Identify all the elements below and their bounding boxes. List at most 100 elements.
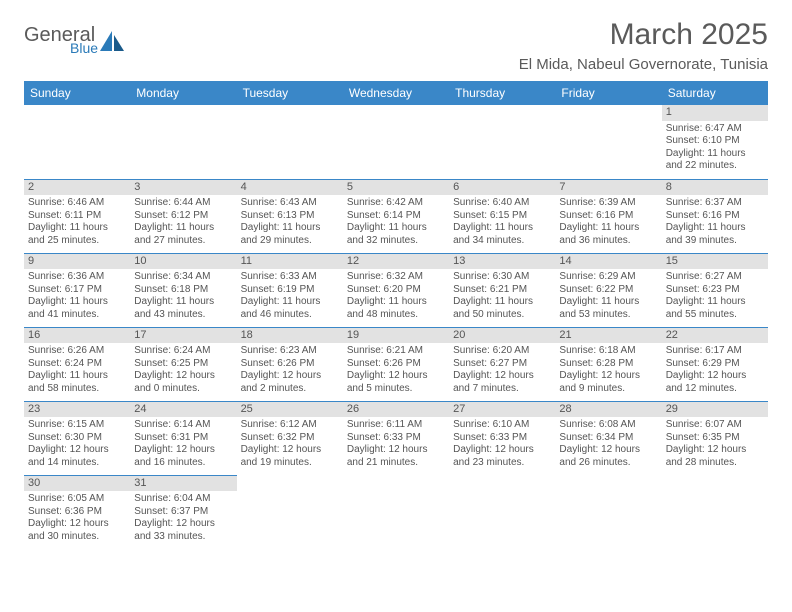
sunrise-text: Sunrise: 6:24 AM (134, 345, 232, 358)
daylight-text: Daylight: 12 hours and 30 minutes. (28, 518, 126, 543)
sunset-text: Sunset: 6:24 PM (28, 358, 126, 371)
day-number: 21 (555, 328, 661, 344)
sunset-text: Sunset: 6:15 PM (453, 210, 551, 223)
day-number: 19 (343, 328, 449, 344)
daylight-text: Daylight: 12 hours and 28 minutes. (666, 444, 764, 469)
sunset-text: Sunset: 6:33 PM (453, 432, 551, 445)
daylight-text: Daylight: 11 hours and 43 minutes. (134, 296, 232, 321)
daylight-text: Daylight: 11 hours and 58 minutes. (28, 370, 126, 395)
daylight-text: Daylight: 11 hours and 41 minutes. (28, 296, 126, 321)
day-number: 17 (130, 328, 236, 344)
sunrise-text: Sunrise: 6:18 AM (559, 345, 657, 358)
calendar-row: 16Sunrise: 6:26 AMSunset: 6:24 PMDayligh… (24, 327, 768, 401)
sunrise-text: Sunrise: 6:43 AM (241, 197, 339, 210)
calendar-cell: 10Sunrise: 6:34 AMSunset: 6:18 PMDayligh… (130, 253, 236, 327)
sunset-text: Sunset: 6:37 PM (134, 506, 232, 519)
day-number: 20 (449, 328, 555, 344)
sunset-text: Sunset: 6:16 PM (559, 210, 657, 223)
sunset-text: Sunset: 6:19 PM (241, 284, 339, 297)
col-thursday: Thursday (449, 81, 555, 105)
logo: General Blue (24, 26, 126, 56)
day-number: 29 (662, 402, 768, 418)
daylight-text: Daylight: 12 hours and 9 minutes. (559, 370, 657, 395)
sunset-text: Sunset: 6:23 PM (666, 284, 764, 297)
day-header-row: Sunday Monday Tuesday Wednesday Thursday… (24, 81, 768, 105)
calendar-row: 1Sunrise: 6:47 AMSunset: 6:10 PMDaylight… (24, 105, 768, 179)
day-number: 12 (343, 254, 449, 270)
daylight-text: Daylight: 12 hours and 21 minutes. (347, 444, 445, 469)
day-number: 24 (130, 402, 236, 418)
sunset-text: Sunset: 6:20 PM (347, 284, 445, 297)
day-number: 28 (555, 402, 661, 418)
calendar-cell: 18Sunrise: 6:23 AMSunset: 6:26 PMDayligh… (237, 327, 343, 401)
col-sunday: Sunday (24, 81, 130, 105)
logo-sail-icon (98, 29, 126, 53)
sunset-text: Sunset: 6:30 PM (28, 432, 126, 445)
calendar-cell (449, 475, 555, 549)
calendar-cell: 15Sunrise: 6:27 AMSunset: 6:23 PMDayligh… (662, 253, 768, 327)
calendar-cell: 28Sunrise: 6:08 AMSunset: 6:34 PMDayligh… (555, 401, 661, 475)
calendar-cell (237, 475, 343, 549)
day-number: 26 (343, 402, 449, 418)
calendar-cell: 20Sunrise: 6:20 AMSunset: 6:27 PMDayligh… (449, 327, 555, 401)
day-number: 13 (449, 254, 555, 270)
daylight-text: Daylight: 11 hours and 48 minutes. (347, 296, 445, 321)
daylight-text: Daylight: 11 hours and 50 minutes. (453, 296, 551, 321)
day-number: 3 (130, 180, 236, 196)
day-number: 27 (449, 402, 555, 418)
sunset-text: Sunset: 6:21 PM (453, 284, 551, 297)
sunset-text: Sunset: 6:25 PM (134, 358, 232, 371)
col-monday: Monday (130, 81, 236, 105)
sunset-text: Sunset: 6:17 PM (28, 284, 126, 297)
calendar-row: 23Sunrise: 6:15 AMSunset: 6:30 PMDayligh… (24, 401, 768, 475)
sunset-text: Sunset: 6:18 PM (134, 284, 232, 297)
calendar-cell: 13Sunrise: 6:30 AMSunset: 6:21 PMDayligh… (449, 253, 555, 327)
col-wednesday: Wednesday (343, 81, 449, 105)
sunrise-text: Sunrise: 6:26 AM (28, 345, 126, 358)
sunrise-text: Sunrise: 6:33 AM (241, 271, 339, 284)
logo-text-general: General (24, 26, 98, 44)
calendar-cell: 25Sunrise: 6:12 AMSunset: 6:32 PMDayligh… (237, 401, 343, 475)
calendar-cell: 5Sunrise: 6:42 AMSunset: 6:14 PMDaylight… (343, 179, 449, 253)
sunset-text: Sunset: 6:28 PM (559, 358, 657, 371)
sunset-text: Sunset: 6:31 PM (134, 432, 232, 445)
daylight-text: Daylight: 11 hours and 46 minutes. (241, 296, 339, 321)
daylight-text: Daylight: 12 hours and 14 minutes. (28, 444, 126, 469)
sunrise-text: Sunrise: 6:44 AM (134, 197, 232, 210)
calendar-cell: 6Sunrise: 6:40 AMSunset: 6:15 PMDaylight… (449, 179, 555, 253)
sunset-text: Sunset: 6:29 PM (666, 358, 764, 371)
day-number: 4 (237, 180, 343, 196)
sunset-text: Sunset: 6:14 PM (347, 210, 445, 223)
sunrise-text: Sunrise: 6:46 AM (28, 197, 126, 210)
sunrise-text: Sunrise: 6:11 AM (347, 419, 445, 432)
calendar-cell: 14Sunrise: 6:29 AMSunset: 6:22 PMDayligh… (555, 253, 661, 327)
calendar-row: 30Sunrise: 6:05 AMSunset: 6:36 PMDayligh… (24, 475, 768, 549)
day-number: 7 (555, 180, 661, 196)
daylight-text: Daylight: 11 hours and 36 minutes. (559, 222, 657, 247)
daylight-text: Daylight: 11 hours and 34 minutes. (453, 222, 551, 247)
calendar-cell: 26Sunrise: 6:11 AMSunset: 6:33 PMDayligh… (343, 401, 449, 475)
calendar-cell: 24Sunrise: 6:14 AMSunset: 6:31 PMDayligh… (130, 401, 236, 475)
day-number: 15 (662, 254, 768, 270)
calendar-cell (343, 105, 449, 179)
day-number: 2 (24, 180, 130, 196)
calendar-cell (130, 105, 236, 179)
sunrise-text: Sunrise: 6:39 AM (559, 197, 657, 210)
daylight-text: Daylight: 12 hours and 5 minutes. (347, 370, 445, 395)
sunset-text: Sunset: 6:33 PM (347, 432, 445, 445)
calendar-table: Sunday Monday Tuesday Wednesday Thursday… (24, 81, 768, 549)
calendar-cell: 27Sunrise: 6:10 AMSunset: 6:33 PMDayligh… (449, 401, 555, 475)
calendar-row: 9Sunrise: 6:36 AMSunset: 6:17 PMDaylight… (24, 253, 768, 327)
calendar-cell: 1Sunrise: 6:47 AMSunset: 6:10 PMDaylight… (662, 105, 768, 179)
day-number: 11 (237, 254, 343, 270)
daylight-text: Daylight: 12 hours and 16 minutes. (134, 444, 232, 469)
sunset-text: Sunset: 6:13 PM (241, 210, 339, 223)
calendar-cell (662, 475, 768, 549)
day-number: 14 (555, 254, 661, 270)
day-number: 5 (343, 180, 449, 196)
sunrise-text: Sunrise: 6:23 AM (241, 345, 339, 358)
calendar-cell: 21Sunrise: 6:18 AMSunset: 6:28 PMDayligh… (555, 327, 661, 401)
sunrise-text: Sunrise: 6:42 AM (347, 197, 445, 210)
calendar-cell: 23Sunrise: 6:15 AMSunset: 6:30 PMDayligh… (24, 401, 130, 475)
day-number: 25 (237, 402, 343, 418)
